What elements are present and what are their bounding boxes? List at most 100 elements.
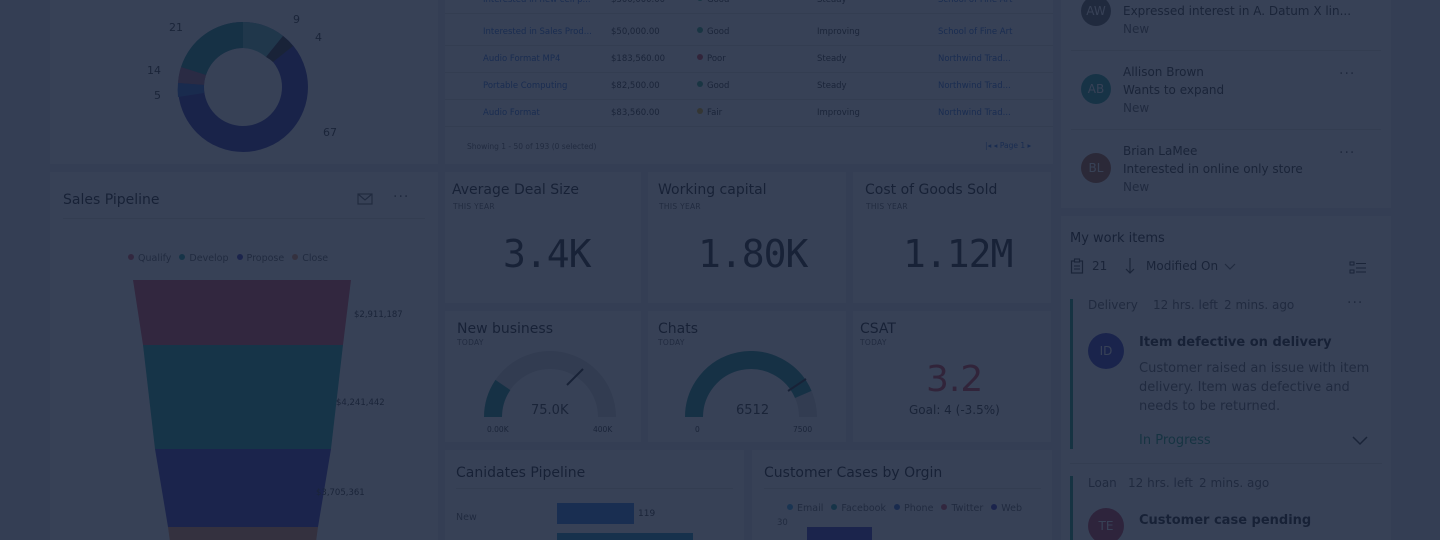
kpi-value: 1.12M [903, 232, 1013, 276]
gauge-value: 75.0K [531, 403, 569, 418]
trend-cell: Improving [817, 27, 860, 37]
account-link[interactable]: Northwind Trad... [938, 81, 1011, 91]
sales-pipeline-title: Sales Pipeline [63, 192, 160, 208]
avatar: TE [1088, 508, 1124, 540]
work-item-title[interactable]: Item defective on delivery [1139, 335, 1332, 350]
pipeline-legend: Qualify Develop Propose Close [128, 246, 336, 265]
person-name[interactable]: Allison Brown [1123, 65, 1204, 79]
more-options-icon[interactable]: ··· [1339, 66, 1356, 82]
trend-cell: Steady [817, 0, 847, 5]
rating-cell: Good [697, 27, 729, 37]
kpi-value: 1.80K [698, 232, 808, 276]
chevron-down-icon[interactable] [1352, 436, 1368, 446]
legend-item: Phone [894, 503, 933, 514]
more-options-icon[interactable]: ··· [1339, 145, 1356, 161]
customer-cases-card: Customer Cases by Orgin Email Facebook Pho… [752, 450, 1052, 540]
clipboard-icon [1070, 258, 1084, 274]
legend-label: Web [1001, 503, 1022, 514]
gauge-fill [484, 379, 511, 418]
mail-icon[interactable] [357, 192, 373, 206]
legend-item: Qualify [128, 253, 171, 264]
table-row[interactable]: Audio Format MP4 $183,560.00 Poor Steady Nor… [445, 46, 1053, 73]
funnel-stage-close [168, 527, 318, 540]
account-link[interactable]: Northwind Trad... [938, 54, 1011, 64]
topic-link[interactable]: Interested in Sales Prod... [483, 27, 592, 37]
legend-dot [941, 504, 948, 510]
person-status: New [1123, 22, 1150, 36]
legend-label: Develop [189, 253, 229, 264]
person-status: New [1123, 180, 1150, 194]
legend-dot [128, 254, 134, 260]
status-indicator [1070, 299, 1073, 449]
account-link[interactable]: School of Fine Art [938, 27, 1013, 37]
table-row[interactable]: Interested in Sales Prod... $50,000.00 Goo… [445, 19, 1053, 46]
gauge-subtitle: TODAY [457, 338, 484, 347]
kpi-value: 3.4K [503, 232, 592, 276]
gauge-card-chats: Chats TODAY 6512 0 7500 [648, 311, 846, 442]
person-name[interactable]: Brian LaMee [1123, 144, 1198, 158]
donut-label-21: 21 [169, 21, 183, 34]
more-options-icon[interactable]: ··· [1347, 295, 1364, 311]
people-card: AW Expressed interest in A. Datum X lin.… [1061, 0, 1391, 208]
sort-field[interactable]: Modified On [1146, 259, 1219, 273]
gauge-min: 0 [695, 425, 700, 434]
donut-label-9: 9 [293, 13, 300, 26]
rating-label: Good [707, 81, 730, 91]
legend-item: Twitter [941, 503, 983, 514]
person-detail: Expressed interest in A. Datum X lin... [1123, 4, 1352, 18]
table-row[interactable]: Audio Format $83,560.00 Fair Improving North… [445, 100, 1053, 127]
donut-segment-21 [181, 21, 243, 75]
topic-link[interactable]: Interested in new cell p... [483, 0, 591, 5]
kpi-subtitle: THIS YEAR [866, 202, 908, 211]
legend-item: Propose [236, 253, 284, 264]
funnel-stage-develop [143, 345, 343, 449]
gauge-title: Chats [658, 321, 699, 337]
cases-title: Customer Cases by Orgin [764, 465, 943, 481]
candidates-row-value: 119 [638, 509, 656, 519]
account-link[interactable]: Northwind Trad... [938, 108, 1011, 118]
candidates-title: Canidates Pipeline [456, 465, 586, 481]
rating-dot [697, 0, 703, 1]
arrow-down-icon[interactable] [1124, 257, 1136, 275]
rating-cell: Good [697, 0, 729, 5]
amount-cell: $183,560.00 [611, 54, 666, 64]
candidates-bar-new [557, 503, 634, 524]
legend-item: Develop [179, 253, 229, 264]
account-link[interactable]: School of Fine Art [938, 0, 1013, 5]
work-item-ago: 2 mins. ago [1199, 476, 1270, 490]
avatar: AW [1081, 0, 1111, 26]
rating-cell: Poor [697, 54, 726, 64]
table-pager[interactable]: |◂ ◂ Page 1 ▸ [985, 141, 1032, 150]
funnel-stage-qualify [133, 280, 351, 345]
donut-label-5: 5 [154, 89, 161, 102]
rating-label: Poor [707, 54, 726, 64]
topic-link[interactable]: Portable Computing [483, 81, 568, 91]
legend-label: Email [797, 503, 824, 514]
work-item-title[interactable]: Customer case pending [1139, 513, 1312, 528]
divider [63, 218, 425, 219]
kpi-title: Working capital [658, 182, 767, 198]
funnel-value-propose: $3,705,361 [316, 488, 365, 498]
topic-link[interactable]: Audio Format MP4 [483, 54, 561, 64]
rating-dot [697, 108, 703, 114]
opportunities-table-card: Interested in new cell p... $300,000.00 Go… [445, 0, 1053, 164]
table-row[interactable]: Portable Computing $82,500.00 Good Steady No… [445, 73, 1053, 100]
list-view-icon[interactable] [1349, 261, 1367, 275]
rating-label: Good [707, 0, 730, 5]
chevron-down-icon[interactable] [1224, 263, 1236, 271]
csat-value: 3.2 [926, 359, 984, 400]
cases-legend: Email Facebook Phone Twitter Web [787, 496, 1030, 515]
amount-cell: $300,000.00 [611, 0, 666, 5]
kpi-card-working-capital: Working capital THIS YEAR 1.80K [648, 172, 846, 303]
topic-link[interactable]: Audio Format [483, 108, 540, 118]
divider [456, 488, 733, 489]
work-items-card: My work items 21 Modified On Delivery 12… [1061, 216, 1391, 540]
work-item-tag: Loan [1088, 476, 1117, 490]
gauge-min: 0.00K [487, 425, 509, 434]
more-options-icon[interactable]: ··· [393, 189, 410, 205]
csat-subtitle: TODAY [860, 338, 887, 347]
trend-cell: Steady [817, 81, 847, 91]
divider [1071, 129, 1381, 130]
work-items-count: 21 [1092, 259, 1108, 273]
table-row[interactable]: Interested in new cell p... $300,000.00 Go… [445, 0, 1053, 14]
